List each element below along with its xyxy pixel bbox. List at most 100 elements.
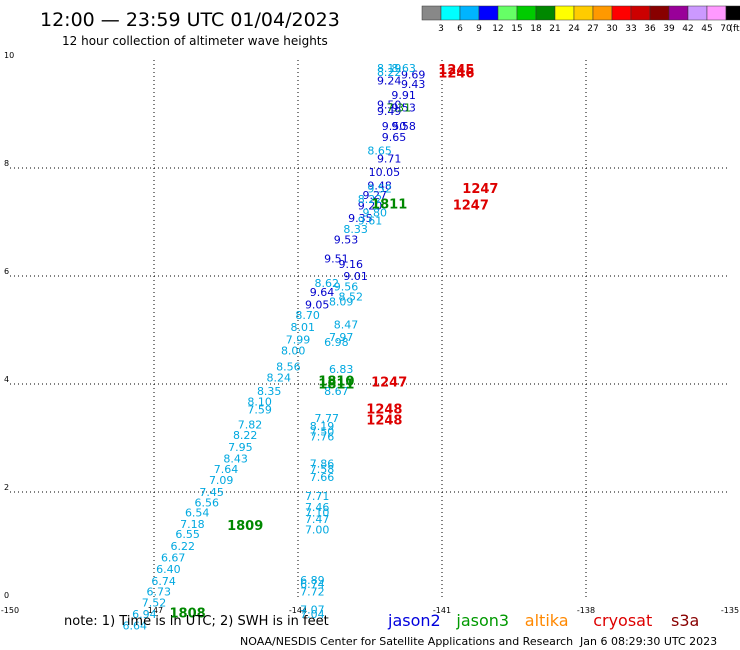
wave-height-label: 6.83 bbox=[329, 363, 354, 376]
wave-height-label: 9.05 bbox=[305, 298, 330, 311]
wave-height-label: 7.45 bbox=[199, 486, 224, 499]
pass-time-label: 1247 bbox=[453, 199, 489, 214]
chart-subtitle: 12 hour collection of altimeter wave hei… bbox=[62, 34, 328, 48]
wave-height-label: 7.76 bbox=[310, 431, 335, 444]
colorbar-swatch bbox=[668, 5, 689, 21]
colorbar-unit: (ft) bbox=[729, 24, 740, 34]
wave-height-label: 9.80 bbox=[363, 207, 388, 220]
wave-height-label: 7.47 bbox=[305, 513, 330, 526]
footer-timestamp: Jan 6 08:29:30 UTC 2023 bbox=[579, 635, 717, 648]
wave-height-label: 6.64 bbox=[123, 620, 148, 633]
footer-credit: NOAA/NESDIS Center for Satellite Applica… bbox=[240, 635, 573, 648]
wave-height-label: 8.65 bbox=[367, 145, 392, 158]
colorbar-swatch bbox=[554, 5, 575, 21]
wave-height-label: 8.33 bbox=[343, 223, 368, 236]
wave-height-label: 8.19 bbox=[377, 62, 402, 75]
wave-height-label: 7.59 bbox=[247, 404, 272, 417]
wave-height-label: 9.43 bbox=[401, 78, 426, 91]
wave-height-label: 8.43 bbox=[223, 452, 248, 465]
wave-height-label: 8.19 bbox=[310, 420, 335, 433]
wave-height-label: 9.53 bbox=[391, 101, 416, 114]
wave-height-label: 7.00 bbox=[305, 524, 330, 537]
wave-height-label: 9.65 bbox=[382, 131, 407, 144]
colorbar-swatch bbox=[706, 5, 727, 21]
wave-height-label: 9.49 bbox=[377, 105, 402, 118]
wave-height-label: 8.67 bbox=[324, 385, 349, 398]
colorbar-label: 42 bbox=[682, 24, 693, 34]
wave-height-label: 6.56 bbox=[195, 497, 220, 510]
wave-height-label: 7.10 bbox=[305, 506, 330, 519]
colorbar-label: 3 bbox=[438, 24, 444, 34]
pass-time-label: 1811 bbox=[318, 377, 354, 392]
wave-height-label: 9.56 bbox=[334, 281, 359, 294]
colorbar-label: 27 bbox=[587, 24, 598, 34]
x-tick-label: -141 bbox=[433, 606, 451, 615]
wave-height-label: 7.04 bbox=[300, 608, 325, 621]
wave-height-label: 6.74 bbox=[151, 575, 176, 588]
x-tick-label: -150 bbox=[1, 606, 19, 615]
wave-height-label: 9.16 bbox=[339, 258, 364, 271]
data-labels: 9.24 9.439.699.919.509.539.499.509.589.65… bbox=[123, 62, 499, 633]
wave-height-label: 8.09 bbox=[329, 296, 354, 309]
wave-height-label: 7.58 bbox=[310, 463, 335, 476]
wave-height-label: 7.95 bbox=[228, 441, 253, 454]
colorbar-swatch bbox=[459, 5, 480, 21]
colorbar-label: 36 bbox=[644, 24, 656, 34]
legend-item: altika bbox=[525, 611, 569, 630]
colorbar-label: 33 bbox=[625, 24, 636, 34]
wave-height-label: 6.55 bbox=[175, 528, 200, 541]
x-tick-label: -135 bbox=[721, 606, 739, 615]
wave-height-label: 6.40 bbox=[156, 563, 181, 576]
y-tick-label: 8 bbox=[4, 159, 9, 168]
pass-time-label: 1808 bbox=[170, 606, 206, 621]
legend-item: cryosat bbox=[593, 611, 652, 630]
y-tick-label: 10 bbox=[4, 51, 14, 60]
x-tick-label: -138 bbox=[577, 606, 595, 615]
colorbar-swatch bbox=[630, 5, 651, 21]
wave-height-label: 8.10 bbox=[247, 396, 272, 409]
y-tick-label: 2 bbox=[4, 483, 9, 492]
wave-height-label: 7.09 bbox=[209, 474, 234, 487]
wave-height-label: 6.73 bbox=[147, 586, 172, 599]
axis-ticks: -150 -147 -144 -141 -138 -135 0 2 4 6 8 10 bbox=[1, 51, 739, 615]
wave-height-label: 6.74 bbox=[300, 578, 325, 591]
wave-height-label: 7.50 bbox=[310, 425, 335, 438]
colorbar-swatch bbox=[725, 5, 740, 21]
colorbar-swatch bbox=[649, 5, 670, 21]
colorbar-label: 24 bbox=[568, 24, 580, 34]
wave-height-label: 7.52 bbox=[142, 596, 167, 609]
wave-height-label: 6.94 bbox=[132, 608, 157, 621]
wave-height-label: 7.31 bbox=[387, 101, 412, 114]
wave-height-label: 9.58 bbox=[391, 120, 416, 133]
colorbar-label: 21 bbox=[549, 24, 560, 34]
wave-height-label: 7.99 bbox=[286, 334, 311, 347]
wave-height-label: 9.52 bbox=[367, 182, 392, 195]
colorbar-label: 45 bbox=[701, 24, 712, 34]
wave-height-label: 7.66 bbox=[310, 471, 335, 484]
x-tick-label: -144 bbox=[289, 606, 307, 615]
y-tick-label: 6 bbox=[4, 267, 9, 276]
plot-grid bbox=[10, 60, 730, 600]
wave-height-label: 8.00 bbox=[281, 344, 306, 357]
wave-height-label: 8.70 bbox=[295, 309, 320, 322]
wave-height-label: 10.05 bbox=[369, 166, 401, 179]
legend-item: s3a bbox=[671, 611, 699, 630]
wave-height-label: 8.56 bbox=[276, 361, 301, 374]
wave-height-label: 6.67 bbox=[161, 552, 186, 565]
wave-height-label: 8.22 bbox=[358, 193, 383, 206]
wave-height-label: 9.64 bbox=[310, 286, 335, 299]
legend-item: jason2 bbox=[387, 611, 441, 630]
colorbar-label: 6 bbox=[457, 24, 463, 34]
pass-time-label: 1247 bbox=[462, 182, 498, 197]
wave-height-label: 7.07 bbox=[300, 604, 325, 617]
legend-note: note: 1) Time is in UTC; 2) SWH is in fe… bbox=[64, 614, 329, 629]
wave-height-label: 7.97 bbox=[329, 331, 354, 344]
legend: note: 1) Time is in UTC; 2) SWH is in fe… bbox=[64, 611, 699, 630]
wave-height-label: 7.82 bbox=[238, 418, 263, 431]
legend-item: jason3 bbox=[455, 611, 509, 630]
colorbar-swatch bbox=[573, 5, 594, 21]
wave-height-label: 9.24 bbox=[377, 74, 402, 87]
wave-height-label: 9.50 bbox=[377, 99, 402, 112]
colorbar-label: 9 bbox=[476, 24, 482, 34]
colorbar-label: 39 bbox=[663, 24, 675, 34]
